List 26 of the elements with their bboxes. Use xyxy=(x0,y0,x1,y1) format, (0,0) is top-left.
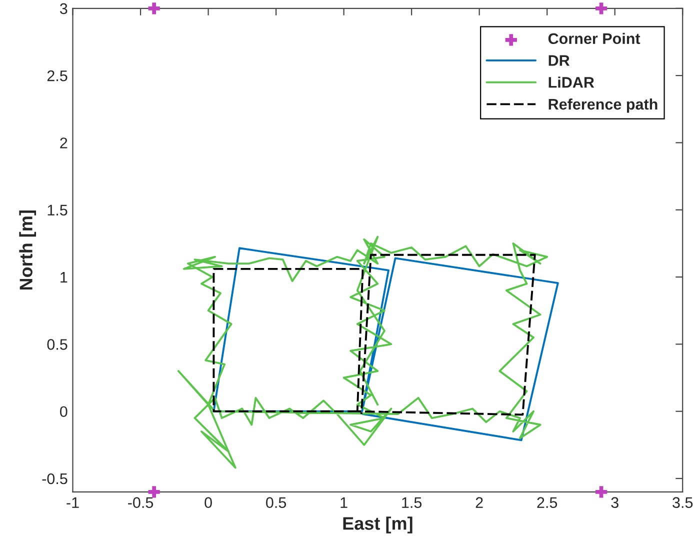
x-tick-label: -1 xyxy=(66,497,79,508)
line-series xyxy=(212,254,536,416)
y-tick-label: 2.5 xyxy=(47,70,68,82)
x-axis-title: East [m] xyxy=(343,516,412,534)
y-tick-label: 1.5 xyxy=(48,204,68,216)
x-tick-label: 0 xyxy=(204,497,212,508)
x-tick-label: -0.5 xyxy=(128,497,154,508)
y-tick-label: -0.5 xyxy=(42,473,68,484)
x-tick-label: 3 xyxy=(611,497,618,508)
y-tick-label: 3 xyxy=(60,3,68,14)
y-axis-title: North [m] xyxy=(19,210,36,290)
x-tick-label: 1 xyxy=(340,497,348,508)
legend-label: Reference path xyxy=(548,98,658,113)
legend-label: DR xyxy=(548,55,570,66)
x-tick-label: 3.5 xyxy=(672,497,693,508)
y-tick-label: 0 xyxy=(60,406,68,418)
y-tick-label: 0.5 xyxy=(47,339,68,350)
legend-label: LiDAR xyxy=(548,76,594,88)
y-tick-label: 2 xyxy=(60,138,68,148)
y-tick-label: 1 xyxy=(60,272,68,283)
legend-label: Corner Point xyxy=(548,32,640,44)
x-tick-label: 2 xyxy=(476,497,483,508)
line-series xyxy=(177,236,548,469)
x-tick-label: 0.5 xyxy=(266,497,286,508)
x-tick-label: 2.5 xyxy=(537,497,558,508)
x-tick-label: 1.5 xyxy=(402,497,422,508)
